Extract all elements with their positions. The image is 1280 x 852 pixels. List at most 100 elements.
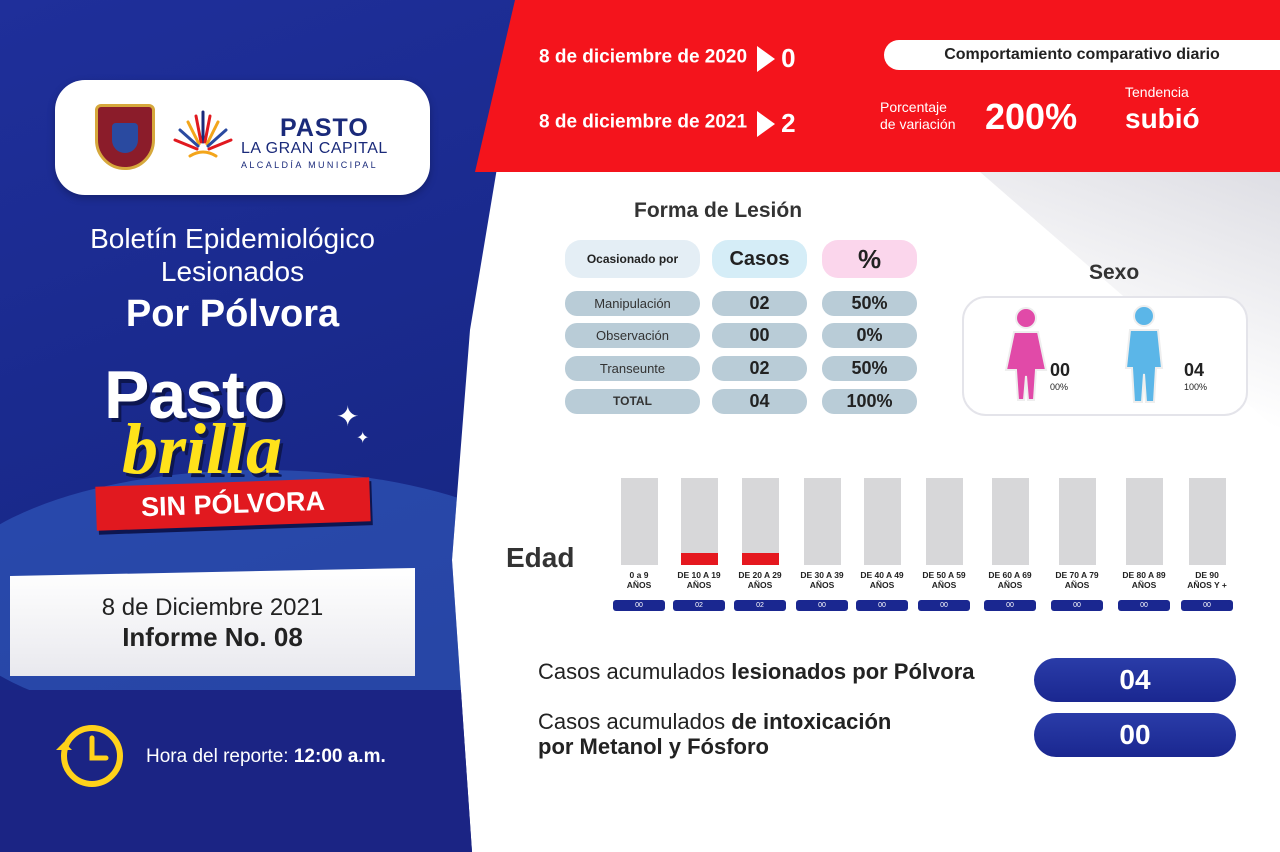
sparkle-small-icon: ✦ <box>356 428 370 447</box>
accumulated-intox-label: Casos acumulados de intoxicación por Met… <box>538 709 891 759</box>
female-icon <box>1004 307 1048 401</box>
age-group-value: 00 <box>1118 600 1170 611</box>
injury-row-cause: Transeunte <box>565 356 700 381</box>
injury-total-cases: 04 <box>712 389 807 414</box>
injury-row-pct: 0% <box>822 323 917 348</box>
age-bar <box>1189 478 1226 565</box>
age-group-label: DE 40 A 49 AÑOS <box>844 570 920 590</box>
injury-header-cases: Casos <box>712 240 807 278</box>
trend-label: Tendencia <box>1125 84 1189 100</box>
report-number: Informe No. 08 <box>122 622 303 652</box>
accumulated-fireworks-prefix: Casos acumulados <box>538 659 732 684</box>
brand-name: PASTO <box>280 114 369 142</box>
age-group-label-line-2: AÑOS <box>997 580 1023 590</box>
age-group-label: 0 a 9 AÑOS <box>601 570 677 590</box>
report-hour-label: Hora del reporte: <box>146 746 289 767</box>
brand-subtitle-2: ALCALDÍA MUNICIPAL <box>241 160 379 170</box>
accumulated-intox-prefix: Casos acumulados <box>538 709 732 734</box>
male-pct: 100% <box>1184 382 1208 392</box>
age-group-label-line-2: AÑOS <box>1064 580 1090 590</box>
injury-row-cases: 00 <box>712 323 807 348</box>
age-group-label-line-2: AÑOS <box>1131 580 1157 590</box>
campaign-word-pasto: Pasto <box>104 357 285 433</box>
age-group-label-line-1: DE 10 A 19 <box>677 570 721 580</box>
age-bar <box>926 478 963 565</box>
variation-value: 200% <box>985 96 1078 137</box>
accumulated-intox-value: 00 <box>1034 713 1236 757</box>
age-group-label: DE 90 AÑOS Y + <box>1169 570 1245 590</box>
age-group-label-line-1: DE 40 A 49 <box>860 570 904 580</box>
trend-value: subió <box>1125 103 1200 134</box>
brand-subtitle: LA GRAN CAPITAL <box>241 140 388 157</box>
report-hour-value: 12:00 a.m. <box>293 746 386 767</box>
age-group-label-line-1: DE 20 A 29 <box>738 570 782 580</box>
age-bar <box>621 478 658 565</box>
age-group-value: 00 <box>1051 600 1103 611</box>
age-group-value: 00 <box>984 600 1036 611</box>
injury-total-pct: 100% <box>822 389 917 414</box>
injury-row-pct: 50% <box>822 291 917 316</box>
accumulated-fireworks-value: 04 <box>1034 658 1236 702</box>
comparison-row-2021: 8 de diciembre de 2021 2 <box>539 108 796 139</box>
report-hour: Hora del reporte: 12:00 a.m. <box>146 746 386 768</box>
accumulated-intox-line-2: por Metanol y Fósforo <box>538 734 769 759</box>
age-group-label: DE 20 A 29 AÑOS <box>722 570 798 590</box>
age-group-label: DE 50 A 59 AÑOS <box>906 570 982 590</box>
age-group-label-line-1: DE 30 A 39 <box>800 570 844 580</box>
age-bar-fill <box>681 553 718 565</box>
comparison-value-2020: 0 <box>781 43 796 73</box>
injury-total-label: TOTAL <box>565 389 700 414</box>
report-date: 8 de Diciembre 2021 <box>101 594 324 621</box>
sun-logo-icon <box>173 110 233 158</box>
age-bar <box>804 478 841 565</box>
age-group-label-line-2: AÑOS <box>747 580 773 590</box>
comparison-value-2021: 2 <box>781 108 796 138</box>
arrow-right-icon <box>757 45 776 72</box>
comparison-bar <box>475 0 1280 172</box>
comparison-date-2021: 8 de diciembre de 2021 <box>539 111 748 133</box>
age-bar <box>992 478 1029 565</box>
age-bar <box>864 478 901 565</box>
female-pct: 00% <box>1050 382 1069 392</box>
age-group-label-line-1: DE 70 A 79 <box>1055 570 1099 580</box>
age-bar-fill <box>742 553 779 565</box>
sex-title: Sexo <box>1089 261 1140 284</box>
age-group-value: 00 <box>856 600 908 611</box>
age-group-label-line-2: AÑOS <box>869 580 895 590</box>
age-group-value: 00 <box>1181 600 1233 611</box>
age-group-label: DE 80 A 89 AÑOS <box>1106 570 1182 590</box>
age-group-label-line-2: AÑOS <box>686 580 712 590</box>
coat-of-arms-icon <box>95 104 155 170</box>
bulletin-line-3: Por Pólvora <box>125 293 340 335</box>
age-group-value: 00 <box>613 600 665 611</box>
variation-label-line-1: Porcentaje <box>880 99 947 115</box>
age-group-value: 00 <box>796 600 848 611</box>
age-bar <box>681 478 718 565</box>
arrow-right-icon <box>757 110 776 137</box>
age-group-label-line-1: 0 a 9 <box>629 570 649 580</box>
campaign-word-brilla: brilla <box>122 409 283 489</box>
injury-row-cases: 02 <box>712 291 807 316</box>
clock-icon <box>56 725 123 787</box>
accumulated-intox-bold: de intoxicación <box>731 709 892 734</box>
age-group-label-line-2: AÑOS Y + <box>1187 580 1227 590</box>
age-group-label-line-1: DE 50 A 59 <box>922 570 966 580</box>
injury-title: Forma de Lesión <box>634 199 803 222</box>
accumulated-fireworks-bold: lesionados por Pólvora <box>731 659 975 684</box>
age-group-label-line-1: DE 80 A 89 <box>1122 570 1166 580</box>
age-group-value: 02 <box>673 600 725 611</box>
age-group-label-line-2: AÑOS <box>626 580 652 590</box>
variation-label: Porcentaje de variación <box>880 99 956 133</box>
age-group-label: DE 10 A 19 AÑOS <box>661 570 737 590</box>
comparison-date-2020: 8 de diciembre de 2020 <box>539 46 748 68</box>
age-group-label: DE 60 A 69 AÑOS <box>972 570 1048 590</box>
age-group-label-line-1: DE 60 A 69 <box>988 570 1032 580</box>
age-group-label: DE 70 A 79 AÑOS <box>1039 570 1115 590</box>
age-title: Edad <box>506 542 575 573</box>
female-value: 00 <box>1050 360 1071 380</box>
bulletin-line-2: Lesionados <box>160 256 305 287</box>
injury-header-cause: Ocasionado por <box>565 240 700 278</box>
bulletin-title: Boletín Epidemiológico Lesionados Por Pó… <box>0 222 465 340</box>
decorative-dark-band <box>0 690 500 852</box>
injury-row-pct: 50% <box>822 356 917 381</box>
